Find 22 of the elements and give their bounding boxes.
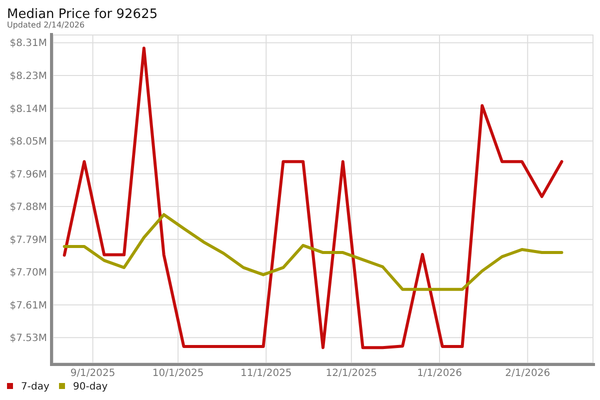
x-tick-label: 11/1/2025 (240, 368, 292, 379)
y-tick-label: $8.05M (10, 136, 47, 148)
x-tick-label: 10/1/2025 (152, 368, 204, 379)
y-tick-label: $8.23M (10, 71, 47, 82)
x-tick-label: 9/1/2025 (70, 368, 116, 379)
legend-label: 90-day (73, 382, 108, 392)
chart-subtitle: Updated 2/14/2026 (7, 20, 85, 30)
x-tick-label: 12/1/2025 (326, 368, 378, 379)
y-tick-label: $8.31M (10, 38, 47, 50)
line-series (62, 213, 564, 291)
chart-title: Median Price for 92625 (7, 7, 158, 22)
y-tick-label: $7.61M (10, 300, 47, 312)
line-series (62, 46, 564, 350)
y-tick-label: $7.53M (10, 333, 47, 344)
y-tick-label: $7.79M (10, 234, 47, 246)
x-tick-label: 2/1/2026 (505, 368, 550, 379)
y-tick-label: $8.14M (10, 104, 47, 115)
y-tick-label: $7.70M (10, 268, 47, 279)
y-tick-label: $7.88M (10, 202, 47, 214)
x-tick-label: 1/1/2026 (417, 368, 462, 379)
legend-label: 7-day (21, 382, 50, 392)
y-tick-label: $7.96M (10, 169, 47, 180)
